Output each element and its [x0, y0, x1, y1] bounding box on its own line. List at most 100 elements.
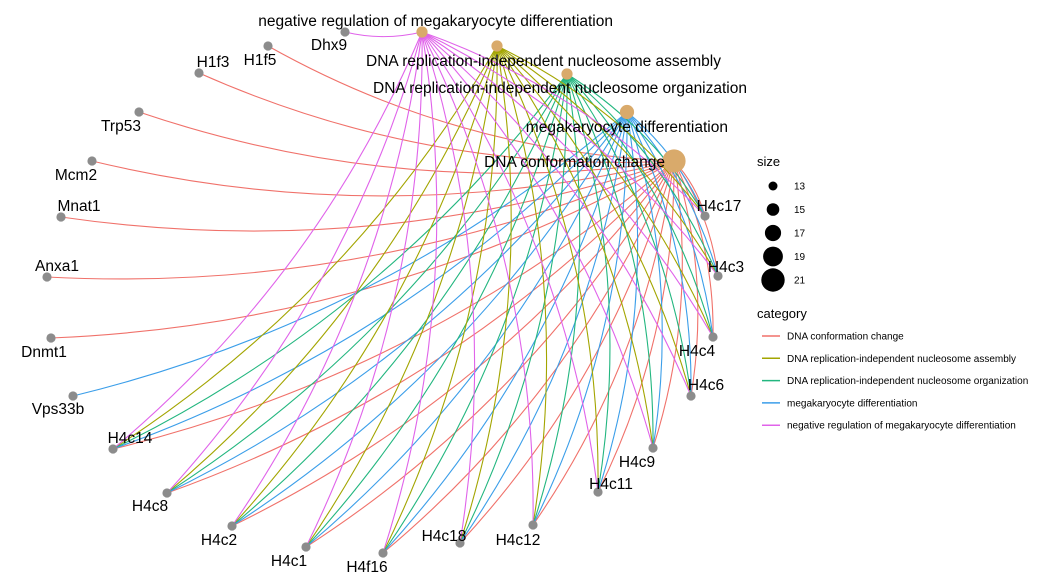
gene-node-mcm2[interactable]	[87, 156, 97, 166]
label-layer: Dhx9 H1f5 H1f3 Trp53 Mcm2 Mnat1 Anxa1 Dnmt1 Vps3…	[21, 13, 747, 576]
edge-vps33b-mk	[72, 111, 628, 397]
gene-node-h4c11[interactable]	[593, 487, 603, 497]
edge-h4c4-neg	[421, 31, 714, 338]
gene-label-h1f5: H1f5	[244, 52, 277, 69]
gene-label-trp53: Trp53	[101, 118, 141, 135]
size-key-label: 17	[794, 229, 806, 240]
edge-mcm2-conf	[91, 160, 675, 197]
size-key-label: 13	[794, 182, 806, 193]
edge-h4c12-asm	[496, 45, 548, 526]
edge-h4c14-org	[112, 73, 568, 450]
gene-label-h4c3: H4c3	[708, 259, 744, 276]
edge-h4c8-asm	[166, 45, 498, 494]
size-legend-keys: 13 15 17 19 21	[761, 181, 806, 292]
gene-node-h4c1[interactable]	[301, 542, 311, 552]
edge-h4c6-neg	[421, 31, 692, 397]
gene-node-anxa1[interactable]	[42, 272, 52, 282]
size-key-circle	[768, 181, 778, 191]
gene-label-h4c2: H4c2	[201, 532, 237, 549]
term-node-org[interactable]	[561, 68, 573, 80]
edge-h4c18-conf	[459, 160, 675, 544]
term-label-neg: negative regulation of megakaryocyte dif…	[258, 13, 613, 30]
gene-label-h4c8: H4c8	[132, 498, 168, 515]
gene-label-mcm2: Mcm2	[55, 167, 97, 184]
gene-node-h4f16[interactable]	[378, 548, 388, 558]
gene-node-h4c17[interactable]	[700, 211, 710, 221]
gene-label-h4c14: H4c14	[108, 430, 153, 447]
gene-node-h4c8[interactable]	[162, 488, 172, 498]
edge-h4c1-asm	[305, 45, 498, 548]
edge-h4c6-org	[566, 73, 692, 397]
term-label-conf: DNA conformation change	[484, 154, 665, 171]
gene-node-h1f5[interactable]	[263, 41, 273, 51]
gene-label-h4c4: H4c4	[679, 343, 716, 360]
gene-label-h4f16: H4f16	[346, 559, 387, 576]
size-legend-title: size	[757, 154, 780, 169]
gene-node-h4c14[interactable]	[108, 444, 118, 454]
gene-label-dnmt1: Dnmt1	[21, 344, 67, 361]
size-key-circle	[763, 246, 783, 267]
gene-label-anxa1: Anxa1	[35, 258, 79, 275]
term-node-conf[interactable]	[662, 149, 686, 173]
edge-h4c14-neg	[112, 31, 423, 450]
edge-h4f16-asm	[382, 45, 498, 554]
edge-h4c6-asm	[496, 45, 692, 397]
edge-anxa1-conf	[46, 160, 675, 280]
term-node-mk[interactable]	[619, 104, 635, 120]
gene-node-h4c18[interactable]	[455, 538, 465, 548]
edge-h4c11-conf	[597, 160, 675, 493]
edge-h4c17-neg	[421, 31, 706, 217]
edge-h4c14-asm	[112, 45, 498, 450]
term-node-asm[interactable]	[491, 40, 503, 52]
gene-node-h4c3[interactable]	[713, 271, 723, 281]
category-key-label: DNA conformation change	[787, 332, 904, 343]
edge-layer	[46, 31, 719, 554]
edge-h4c4-asm	[496, 45, 714, 338]
edge-h4c9-asm	[496, 45, 654, 449]
edge-h4f16-conf	[382, 160, 675, 554]
edge-h4c12-mk	[532, 111, 628, 526]
category-key-label: DNA replication-independent nucleosome a…	[787, 354, 1016, 365]
edge-dnmt1-conf	[50, 160, 675, 339]
gene-label-vps33b: Vps33b	[32, 401, 85, 418]
gene-label-mnat1: Mnat1	[57, 198, 100, 215]
edge-h4c9-org	[566, 73, 654, 449]
edge-h4c11-asm	[496, 45, 599, 493]
size-key-label: 19	[794, 252, 806, 263]
gene-node-h4c6[interactable]	[686, 391, 696, 401]
edge-h4c11-neg	[421, 31, 599, 493]
term-label-mk: megakaryocyte differentiation	[526, 119, 728, 136]
edge-h4c14-mk	[112, 111, 628, 450]
term-label-asm: DNA replication-independent nucleosome a…	[366, 53, 721, 70]
edge-h4c11-mk	[597, 111, 639, 493]
size-key-circle	[761, 268, 785, 292]
gene-node-mnat1[interactable]	[56, 212, 66, 222]
gene-node-vps33b[interactable]	[68, 391, 78, 401]
edge-mnat1-conf	[60, 160, 675, 232]
gene-node-h4c4[interactable]	[708, 332, 718, 342]
term-node-neg[interactable]	[416, 26, 428, 38]
gene-node-h1f3[interactable]	[194, 68, 204, 78]
edge-h4c9-neg	[421, 31, 654, 449]
gene-node-trp53[interactable]	[134, 107, 144, 117]
size-key-circle	[766, 203, 780, 216]
edge-h4c2-mk	[231, 111, 628, 527]
edge-h4c6-conf	[673, 160, 699, 397]
edge-h1f3-conf	[198, 72, 675, 164]
edge-dhx9-neg	[344, 31, 423, 38]
gene-label-h4c18: H4c18	[422, 528, 467, 545]
gene-label-h4c1: H4c1	[271, 553, 307, 570]
edge-h4c4-mk	[626, 111, 714, 338]
edge-h4f16-neg	[382, 31, 438, 554]
edge-h4c12-neg	[421, 31, 534, 526]
gene-node-h4c9[interactable]	[648, 443, 658, 453]
edge-h4f16-mk	[382, 111, 628, 554]
gene-node-h4c2[interactable]	[227, 521, 237, 531]
gene-label-h4c6: H4c6	[688, 377, 724, 394]
gene-node-dhx9[interactable]	[340, 27, 350, 37]
gene-node-h4c12[interactable]	[528, 520, 538, 530]
edge-h4c12-org	[532, 73, 581, 526]
edge-h4c1-org	[305, 73, 568, 548]
gene-node-dnmt1[interactable]	[46, 333, 56, 343]
